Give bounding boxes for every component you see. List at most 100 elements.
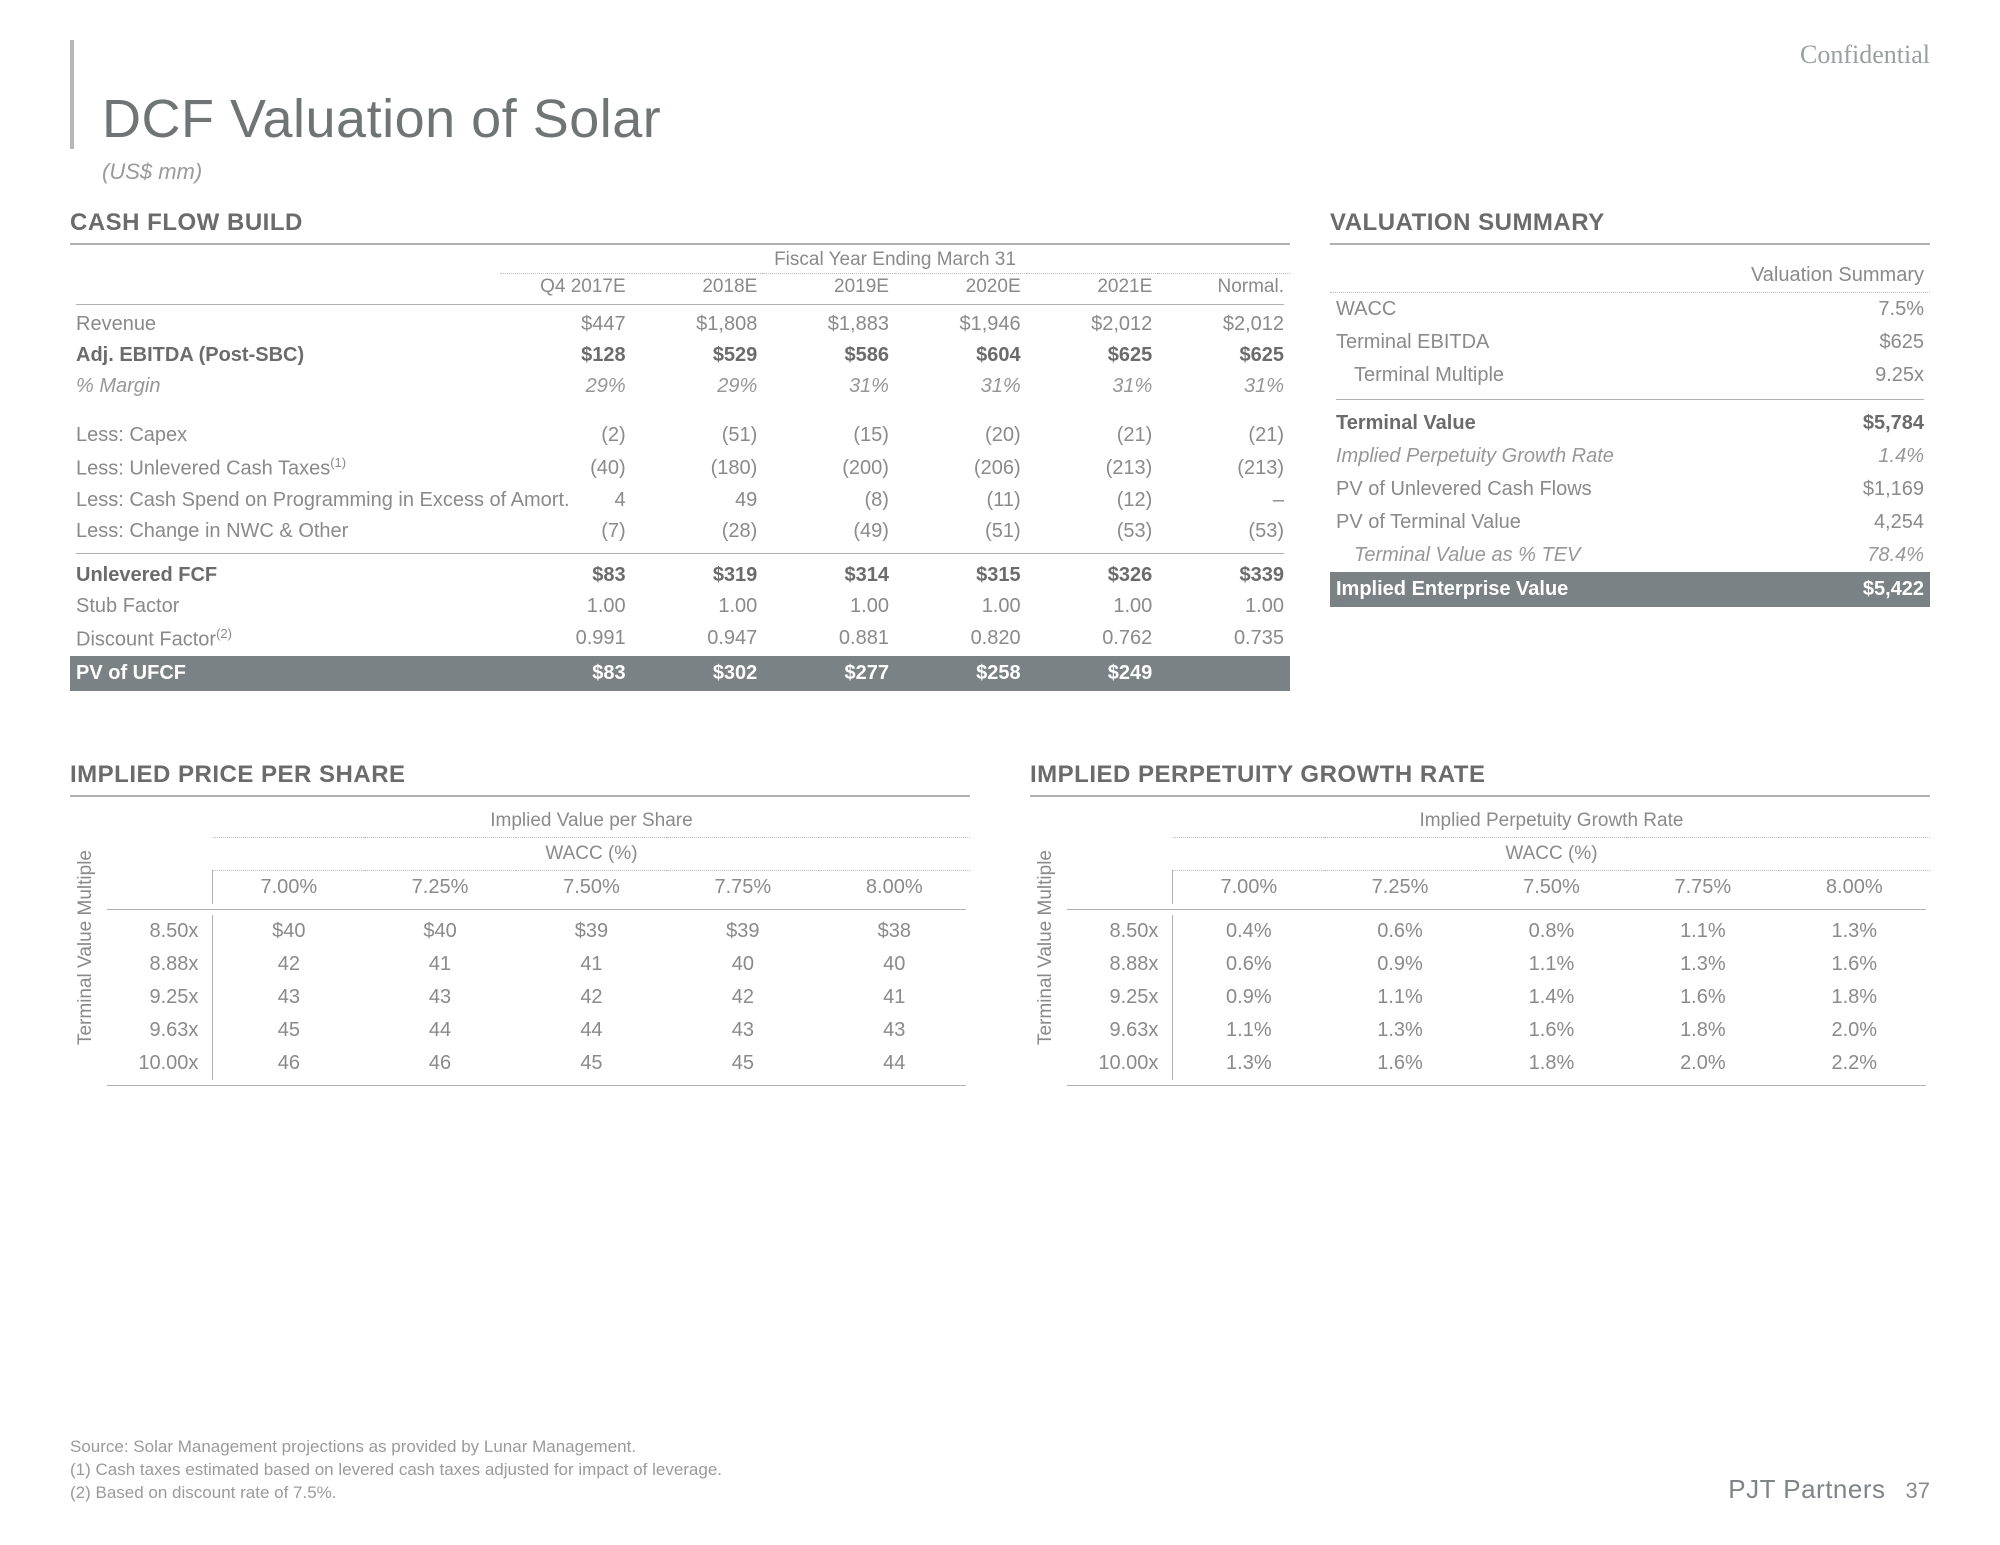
table-row: 9.63x4544444343 [103,1014,970,1047]
cash-flow-title: CASH FLOW BUILD [70,209,1290,237]
footnote-1: (1) Cash taxes estimated based on levere… [70,1459,722,1482]
cell: 40 [819,948,970,981]
vs-header: Valuation Summary [1330,259,1930,293]
table-row: 8.88x4241414040 [103,948,970,981]
table-row: Less: Change in NWC & Other(7)(28)(49)(5… [70,516,1290,547]
pv-of-ufcf-row: PV of UFCF$83$302$277$258$249 [70,656,1290,691]
cell: 1.1% [1476,948,1627,981]
table-row: 10.00x1.3%1.6%1.8%2.0%2.2% [1063,1047,1930,1080]
cell: 2.0% [1627,1047,1778,1080]
cell: 43 [213,981,364,1014]
cell: 1.6% [1324,1047,1475,1080]
cell: 43 [667,1014,818,1047]
table-row: Discount Factor(2)0.9910.9470.8810.8200.… [70,622,1290,656]
cell: 0.8% [1476,915,1627,948]
implied-growth-title: IMPLIED PERPETUITY GROWTH RATE [1030,761,1930,789]
title-block: DCF Valuation of Solar [70,40,1930,149]
col-header: 2021E [1027,274,1159,301]
table-row: Terminal Value$5,784 [1330,407,1930,440]
cell: 43 [819,1014,970,1047]
cell: $39 [516,915,667,948]
cash-flow-table: Fiscal Year Ending March 31 Q4 2017E 201… [70,245,1290,690]
footer: Source: Solar Management projections as … [70,1436,1930,1505]
table-row: Less: Cash Spend on Programming in Exces… [70,485,1290,516]
cell: 1.6% [1627,981,1778,1014]
cell: 44 [819,1047,970,1080]
brand-label: PJT Partners [1728,1474,1885,1505]
cell: 1.1% [1627,915,1778,948]
table-row: Less: Capex(2)(51)(15)(20)(21)(21) [70,420,1290,451]
cell: 1.1% [1173,1014,1324,1047]
col-header: Normal. [1158,274,1290,301]
table-row: Unlevered FCF$83$319$314$315$326$339 [70,560,1290,591]
valuation-summary-table: Valuation Summary WACC7.5%Terminal EBITD… [1330,259,1930,607]
cash-flow-section: CASH FLOW BUILD Fiscal Year Ending March… [70,209,1290,690]
footnote-source: Source: Solar Management projections as … [70,1436,722,1459]
cell: 45 [667,1047,818,1080]
table-row: Less: Unlevered Cash Taxes(1)(40)(180)(2… [70,451,1290,485]
cell: 1.8% [1779,981,1930,1014]
row-axis-label: Terminal Value Multiple [1030,850,1063,1045]
cell: 45 [213,1014,364,1047]
table-row: 10.00x4646454544 [103,1047,970,1080]
cell: $40 [213,915,364,948]
cell: 0.9% [1173,981,1324,1014]
page-number: 37 [1906,1478,1930,1504]
col-header: 2019E [763,274,895,301]
col-header: 7.75% [667,870,818,904]
cell: 1.3% [1173,1047,1324,1080]
table-row: Revenue$447$1,808$1,883$1,946$2,012$2,01… [70,309,1290,340]
cell: 0.6% [1324,915,1475,948]
cell: 0.4% [1173,915,1324,948]
page-title: DCF Valuation of Solar [102,40,1930,149]
cell: 44 [516,1014,667,1047]
cell: 1.4% [1476,981,1627,1014]
table-row: Terminal EBITDA$625 [1330,326,1930,359]
cell: 40 [667,948,818,981]
cell: 42 [213,948,364,981]
implied-growth-section: IMPLIED PERPETUITY GROWTH RATE Terminal … [1030,761,1930,1091]
table-row: PV of Unlevered Cash Flows$1,169 [1330,473,1930,506]
implied-ev-row: Implied Enterprise Value$5,422 [1330,572,1930,607]
valuation-summary-title: VALUATION SUMMARY [1330,209,1930,237]
cell: 1.6% [1779,948,1930,981]
row-header: 8.50x [103,915,213,948]
cell: 0.6% [1173,948,1324,981]
cell: 44 [364,1014,515,1047]
cell: 1.6% [1476,1014,1627,1047]
col-header: 7.25% [364,870,515,904]
table-row: Adj. EBITDA (Post-SBC)$128$529$586$604$6… [70,340,1290,371]
cell: 42 [667,981,818,1014]
table-row: % Margin29%29%31%31%31%31% [70,371,1290,402]
table-row: PV of Terminal Value4,254 [1330,506,1930,539]
cell: 1.1% [1324,981,1475,1014]
confidential-label: Confidential [1800,40,1930,70]
row-axis-label: Terminal Value Multiple [70,850,103,1045]
cell: 46 [364,1047,515,1080]
cell: 41 [516,948,667,981]
row-header: 9.63x [1063,1014,1173,1047]
cell: 42 [516,981,667,1014]
table-row: 9.25x4343424241 [103,981,970,1014]
cell: 46 [213,1047,364,1080]
col-header: 2020E [895,274,1027,301]
row-header: 8.88x [1063,948,1173,981]
cell: 2.2% [1779,1047,1930,1080]
cell: $39 [667,915,818,948]
fy-header: Fiscal Year Ending March 31 [500,245,1290,274]
cell: $40 [364,915,515,948]
implied-growth-table: Implied Perpetuity Growth RateWACC (%)7.… [1063,805,1930,1091]
row-header: 8.88x [103,948,213,981]
col-header: Q4 2017E [500,274,632,301]
footnotes: Source: Solar Management projections as … [70,1436,722,1505]
footnote-2: (2) Based on discount rate of 7.5%. [70,1482,722,1505]
col-header: 7.25% [1324,870,1475,904]
col-header: 8.00% [819,870,970,904]
table-row: 8.50x$40$40$39$39$38 [103,915,970,948]
table-row: Implied Perpetuity Growth Rate1.4% [1330,440,1930,473]
table-row: 9.63x1.1%1.3%1.6%1.8%2.0% [1063,1014,1930,1047]
cell: 1.3% [1627,948,1778,981]
implied-price-table: Implied Value per ShareWACC (%)7.00%7.25… [103,805,970,1091]
cell: 45 [516,1047,667,1080]
col-header: 7.00% [213,870,364,904]
